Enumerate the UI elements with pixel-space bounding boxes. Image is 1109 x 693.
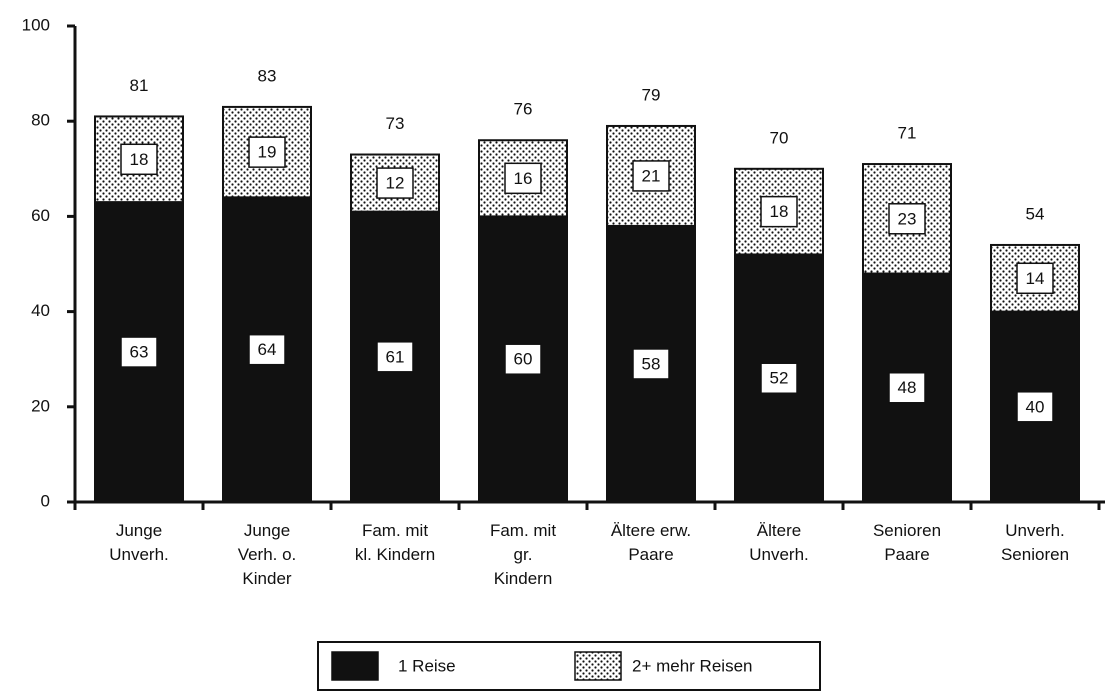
y-tick-label: 100 [22, 15, 50, 34]
value-label: 14 [1026, 269, 1045, 288]
x-tick-label-line: Junge [116, 521, 162, 540]
value-label: 18 [770, 202, 789, 221]
value-label-box [888, 203, 926, 235]
total-label: 79 [642, 85, 661, 104]
x-tick-label: Junge Unverh. [109, 521, 169, 564]
legend-label: 1 Reise [398, 656, 456, 675]
legend-swatch [574, 651, 622, 681]
value-label-box [1016, 262, 1054, 295]
value-label-box [376, 341, 414, 373]
x-tick-label-line: Junge [244, 521, 290, 540]
x-tick-label-line: Kinder [242, 569, 291, 588]
value-label: 16 [514, 169, 533, 188]
value-label: 64 [258, 340, 277, 359]
value-label-box [248, 333, 286, 366]
value-label-box [760, 195, 798, 228]
value-label: 60 [514, 350, 533, 369]
value-label: 12 [386, 174, 405, 193]
x-tick-label-line: Unverh. [1005, 521, 1065, 540]
legend-swatch [331, 651, 379, 681]
total-label: 81 [130, 76, 149, 95]
value-label-box [504, 343, 542, 375]
value-label: 58 [642, 354, 661, 373]
x-tick-label-line: gr. [514, 545, 533, 564]
x-tick-label: Unverh. Senioren [1001, 521, 1069, 564]
x-tick-label: Fam. mit gr. Kindern [490, 521, 556, 588]
x-tick-label-line: Fam. mit [362, 521, 428, 540]
value-label: 40 [1026, 397, 1045, 416]
y-tick-label: 80 [31, 111, 50, 130]
total-label: 76 [514, 100, 533, 119]
x-tick-label-line: Fam. mit [490, 521, 556, 540]
x-tick-label: Ältere erw. Paare [611, 521, 691, 564]
x-tick-label-line: kl. Kindern [355, 545, 435, 564]
x-tick-label-line: Verh. o. [238, 545, 297, 564]
value-label-box [760, 362, 798, 394]
value-label: 18 [130, 150, 149, 169]
x-tick-label-line: Ältere erw. [611, 521, 691, 540]
x-tick-label: Fam. mit kl. Kindern [355, 521, 435, 564]
total-label: 73 [386, 114, 405, 133]
total-label: 71 [898, 124, 917, 143]
legend-box [317, 641, 821, 691]
total-label: 83 [258, 66, 277, 85]
value-label: 23 [898, 209, 917, 228]
total-label: 70 [770, 128, 789, 147]
value-label: 48 [898, 378, 917, 397]
value-label-box [120, 143, 158, 176]
x-tick-label-line: Senioren [1001, 545, 1069, 564]
value-label-box [248, 136, 286, 168]
x-tick-label: Ältere Unverh. [749, 521, 809, 564]
value-label-box [504, 162, 542, 195]
x-tick-label-line: Senioren [873, 521, 941, 540]
x-tick-label-line: Ältere [757, 521, 801, 540]
x-tick-label-line: Unverh. [749, 545, 809, 564]
value-label-box [888, 372, 926, 404]
value-label: 63 [130, 343, 149, 362]
value-label-box [632, 160, 670, 192]
y-tick-label: 40 [31, 301, 50, 320]
value-label: 52 [770, 369, 789, 388]
x-tick-label-line: Unverh. [109, 545, 169, 564]
value-label-box [376, 167, 414, 199]
value-label: 61 [386, 347, 405, 366]
x-tick-label: Junge Verh. o. Kinder [238, 521, 297, 588]
value-label-box [120, 336, 158, 368]
value-label: 19 [258, 143, 277, 162]
legend-label: 2+ mehr Reisen [632, 656, 752, 675]
y-tick-label: 0 [41, 491, 50, 510]
x-tick-label: Senioren Paare [873, 521, 941, 564]
value-label-box [632, 348, 670, 380]
y-tick-label: 60 [31, 206, 50, 225]
y-tick-label: 20 [31, 396, 50, 415]
value-label-box [1016, 391, 1054, 423]
x-tick-label-line: Kindern [494, 569, 553, 588]
x-tick-label-line: Paare [884, 545, 929, 564]
x-tick-label-line: Paare [628, 545, 673, 564]
total-label: 54 [1026, 204, 1045, 223]
value-label: 21 [642, 166, 661, 185]
